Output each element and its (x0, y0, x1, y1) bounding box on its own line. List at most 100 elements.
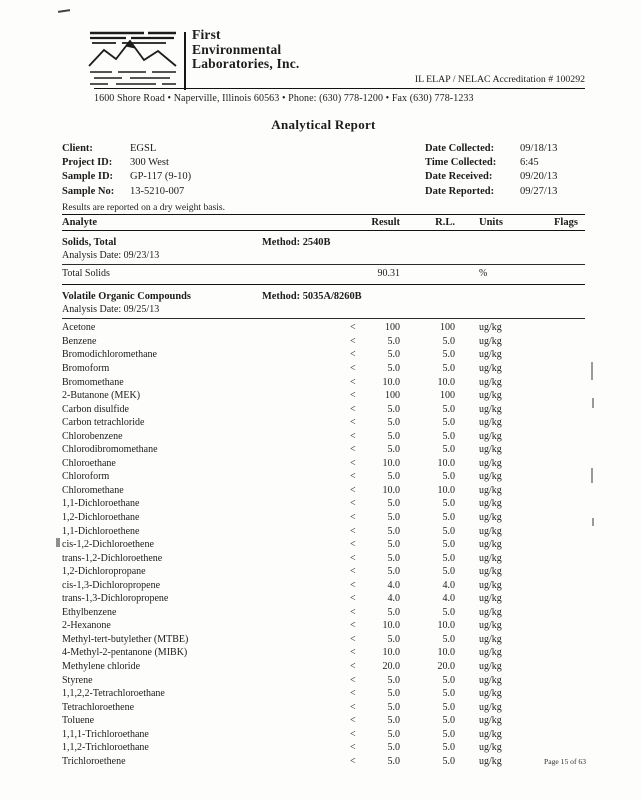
table-row: Methyl-tert-butylether (MTBE) <5.0 5.0 ug/k… (62, 633, 585, 647)
result-number: 5.0 (387, 403, 401, 415)
rl-value: 4.0 (442, 593, 456, 605)
result-number: 10.0 (382, 457, 401, 469)
table-row: 1,2-Dichloroethane <5.0 5.0 ug/kg (62, 511, 585, 525)
logo-divider (184, 32, 186, 90)
result-value: <5.0 (300, 525, 400, 539)
rl-value (400, 267, 455, 281)
analyte-name: Methyl-tert-butylether (MTBE) (62, 633, 189, 645)
table-row: 1,1-Dichloroethane <5.0 5.0 ug/kg (62, 497, 585, 511)
flags-value (540, 267, 585, 281)
result-value: <5.0 (300, 497, 400, 511)
flags-value (540, 348, 585, 362)
result-qualifier: < (350, 715, 356, 727)
table-row: Total Solids 90.31% (62, 267, 585, 281)
result-qualifier: < (350, 498, 356, 510)
result-value: <5.0 (300, 606, 400, 620)
section-name: Volatile Organic Compounds (62, 290, 191, 302)
result-qualifier: < (350, 755, 356, 767)
rl-value: 5.0 (442, 688, 456, 700)
table-row: Bromomethane <10.0 10.0 ug/kg (62, 376, 585, 390)
analyte-name: Bromomethane (62, 376, 124, 388)
result-qualifier: < (350, 349, 356, 361)
result-number: 5.0 (387, 688, 401, 700)
flags-value (540, 362, 585, 376)
analyte-name: Styrene (62, 674, 93, 686)
rl-value: 100 (440, 322, 455, 334)
flags-value (540, 674, 585, 688)
scan-artifact (591, 362, 593, 380)
table-row: Chloroethane <10.0 10.0 ug/kg (62, 457, 585, 471)
rl-value: 5.0 (442, 403, 456, 415)
result-number: 5.0 (387, 606, 401, 618)
date-received-value: 09/20/13 (520, 171, 558, 183)
flags-value (540, 525, 585, 539)
table-row: 1,1,2,2-Tetrachloroethane <5.0 5.0 ug/kg (62, 687, 585, 701)
accreditation-text: IL ELAP / NELAC Accreditation # 100292 (414, 74, 585, 85)
result-number: 5.0 (387, 335, 401, 347)
analyte-name: Bromoform (62, 363, 110, 374)
result-value: <4.0 (300, 579, 400, 593)
rl-value: 5.0 (442, 349, 456, 361)
result-number: 10.0 (382, 376, 401, 388)
result-number: 5.0 (387, 512, 401, 524)
rl-value: 5.0 (442, 444, 456, 456)
flags-value (540, 376, 585, 390)
result-number: 5.0 (387, 715, 401, 727)
flags-value (540, 484, 585, 498)
analyte-name: Chloroform (62, 471, 110, 483)
table-row: Bromoform <5.0 5.0 ug/kg (62, 362, 585, 376)
result-value: 90.31 (300, 267, 401, 281)
flags-value (540, 592, 585, 606)
rl-value: 5.0 (442, 606, 456, 618)
section-analysis-date: Analysis Date: 09/25/13 (62, 303, 585, 320)
units-value: ug/kg (479, 633, 502, 645)
company-name-line1: First (192, 27, 221, 42)
column-header-units: Units (479, 216, 503, 228)
project-id-label: Project ID: (62, 157, 113, 169)
rl-value: 5.0 (442, 633, 456, 645)
result-qualifier: < (350, 674, 356, 686)
analyte-name: 1,2-Dichloropropane (62, 566, 146, 578)
flags-value (540, 416, 585, 430)
rl-value: 5.0 (442, 755, 456, 767)
column-header-result: Result (371, 216, 400, 228)
analyte-name: 2-Hexanone (62, 620, 111, 632)
analyte-name: Chlorobenzene (62, 430, 123, 442)
rl-value: 5.0 (442, 552, 456, 564)
section-method: Method: 2540B (262, 236, 331, 248)
result-number: 5.0 (387, 444, 401, 456)
rl-value: 5.0 (442, 539, 456, 551)
units-value: ug/kg (479, 742, 502, 754)
units-value: ug/kg (479, 484, 502, 496)
section-name: Solids, Total (62, 236, 117, 248)
section-header: Volatile Organic Compounds Method: 5035A/… (62, 290, 585, 304)
result-number: 5.0 (387, 539, 401, 551)
analyte-name: Methylene chloride (62, 661, 141, 673)
analyte-name: Toluene (62, 715, 95, 727)
date-collected-label: Date Collected: (425, 143, 495, 154)
result-value: <5.0 (300, 416, 400, 430)
company-name-line2: Environmental (192, 41, 282, 57)
result-number: 5.0 (387, 566, 401, 578)
rl-value: 4.0 (442, 579, 456, 591)
units-value: ug/kg (479, 471, 502, 483)
result-number: 5.0 (387, 633, 401, 645)
scan-artifact (592, 518, 594, 526)
units-value: ug/kg (479, 728, 502, 740)
rl-value: 10.0 (437, 484, 456, 496)
result-number: 5.0 (387, 701, 401, 713)
section-rows: Total Solids 90.31% (62, 267, 585, 281)
result-qualifier: < (350, 322, 356, 334)
table-row: Chlorodibromomethane <5.0 5.0 ug/kg (62, 443, 585, 457)
result-value: <5.0 (300, 701, 400, 715)
result-number: 5.0 (387, 349, 401, 361)
rl-value: 5.0 (442, 471, 456, 483)
table-row: Benzene <5.0 5.0 ug/kg (62, 335, 585, 349)
scan-artifact (57, 9, 71, 13)
analyte-name: trans-1,2-Dichloroethene (62, 552, 163, 564)
flags-value (540, 470, 585, 484)
table-row: 1,1-Dichloroethene <5.0 5.0 ug/kg (62, 525, 585, 539)
section-analysis-date: Analysis Date: 09/23/13 (62, 249, 585, 266)
sample-info-block: Client: EGSL Date Collected: 09/18/13 Pr… (62, 142, 585, 199)
rl-value: 5.0 (442, 525, 456, 537)
